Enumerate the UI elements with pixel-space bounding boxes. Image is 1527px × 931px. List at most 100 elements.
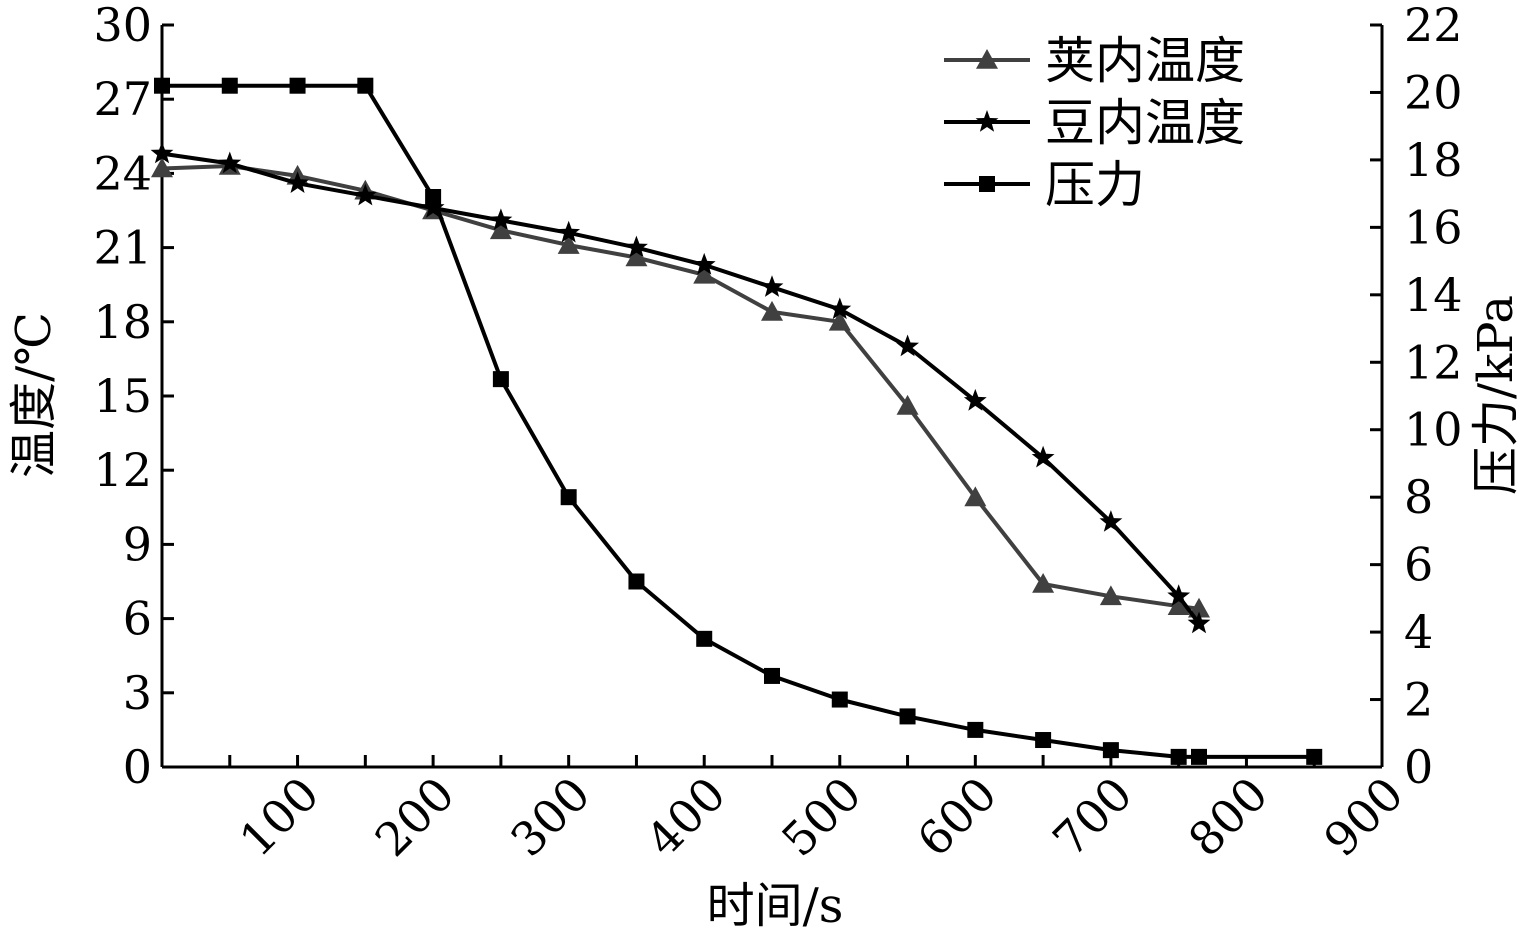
series-1	[150, 141, 1211, 634]
data-point	[967, 721, 984, 738]
data-point	[1032, 572, 1055, 593]
data-point	[963, 388, 987, 411]
left-y-tick-label: 30	[93, 0, 152, 52]
data-point	[353, 183, 377, 206]
data-point	[1031, 445, 1055, 468]
x-tick-label: 300	[500, 767, 600, 867]
legend-marker	[979, 176, 995, 192]
x-tick-label: 600	[907, 767, 1007, 867]
right-y-axis-title: 压力/kPa	[1468, 295, 1524, 495]
right-y-tick-label: 16	[1404, 200, 1463, 254]
legend-entry: 豆内温度	[944, 94, 1245, 152]
data-point	[1306, 748, 1323, 765]
data-point	[425, 189, 442, 206]
x-tick-label: 900	[1314, 767, 1414, 867]
right-y-tick-label: 14	[1404, 268, 1463, 322]
axes: 0369121518212427300246810121416182022100…	[93, 0, 1462, 867]
series-line	[161, 164, 1200, 611]
left-y-tick-label: 15	[93, 369, 152, 423]
left-y-tick-label: 24	[93, 146, 152, 200]
data-point	[221, 77, 238, 94]
data-point	[693, 263, 716, 284]
x-tick-label: 400	[636, 767, 736, 867]
data-point	[489, 208, 513, 231]
legend-entry: 压力	[944, 156, 1145, 214]
data-point	[1099, 510, 1123, 532]
data-point	[1170, 748, 1187, 765]
legend-marker	[976, 49, 998, 69]
right-y-tick-label: 0	[1404, 740, 1433, 794]
data-point	[896, 394, 919, 415]
data-point	[150, 141, 174, 164]
data-point	[692, 252, 716, 275]
data-point	[218, 151, 242, 174]
right-y-tick-label: 4	[1404, 605, 1433, 659]
data-point	[899, 708, 916, 725]
data-point	[286, 171, 309, 193]
data-point	[1191, 748, 1207, 765]
data-point	[696, 630, 713, 647]
left-y-tick-label: 3	[123, 666, 152, 720]
data-point	[151, 157, 173, 178]
data-point	[1187, 611, 1211, 634]
legend-marker	[975, 110, 999, 132]
data-point	[896, 334, 919, 357]
data-point	[625, 246, 648, 267]
left-y-tick-label: 18	[93, 295, 152, 349]
x-tick-label: 200	[365, 767, 465, 867]
data-point	[831, 691, 848, 708]
data-point	[421, 196, 445, 218]
left-y-axis-title: 温度/℃	[6, 312, 62, 478]
right-y-tick-label: 6	[1404, 538, 1433, 592]
data-point	[761, 300, 783, 321]
data-point	[1035, 732, 1052, 749]
data-point	[560, 489, 577, 506]
data-point	[760, 275, 784, 297]
data-point	[1167, 595, 1190, 616]
data-point	[628, 573, 645, 590]
data-point	[1188, 597, 1210, 618]
data-point	[557, 220, 581, 243]
data-point	[828, 310, 851, 331]
data-point	[1102, 742, 1119, 759]
left-y-tick-label: 6	[123, 592, 152, 646]
x-tick-label: 700	[1042, 767, 1142, 867]
x-tick-label: 500	[771, 767, 871, 867]
left-y-tick-label: 12	[93, 443, 152, 497]
x-axis-title: 时间/s	[707, 878, 844, 931]
right-y-tick-label: 18	[1404, 133, 1463, 187]
data-point	[1167, 584, 1191, 606]
data-point	[154, 77, 170, 94]
left-y-tick-label: 0	[123, 740, 152, 794]
legend-label: 压力	[1045, 156, 1145, 214]
series-line	[161, 151, 1201, 625]
left-y-tick-label: 27	[93, 72, 152, 126]
data-point	[625, 235, 648, 258]
data-point	[964, 486, 987, 507]
data-point	[828, 297, 852, 320]
data-point	[557, 234, 580, 254]
series-2	[154, 77, 1323, 765]
right-y-tick-label: 20	[1404, 65, 1463, 119]
right-y-tick-label: 10	[1404, 403, 1463, 457]
right-y-tick-label: 12	[1404, 335, 1463, 389]
left-y-tick-label: 9	[123, 517, 152, 571]
data-point	[764, 667, 780, 684]
left-y-tick-label: 21	[93, 221, 152, 275]
right-y-tick-label: 22	[1404, 0, 1463, 52]
series-0	[151, 154, 1210, 618]
x-tick-label: 100	[229, 767, 329, 867]
legend-entry: 荚内温度	[944, 32, 1245, 90]
data-point	[1099, 585, 1122, 606]
data-point	[489, 219, 512, 240]
legend-label: 豆内温度	[1045, 94, 1245, 152]
series-line	[162, 83, 1315, 759]
data-point	[492, 371, 509, 388]
plot-area	[150, 77, 1323, 765]
legend-label: 荚内温度	[1045, 32, 1245, 90]
right-y-tick-label: 8	[1404, 470, 1433, 524]
right-y-tick-label: 2	[1404, 673, 1433, 727]
x-tick-label: 800	[1178, 767, 1278, 867]
